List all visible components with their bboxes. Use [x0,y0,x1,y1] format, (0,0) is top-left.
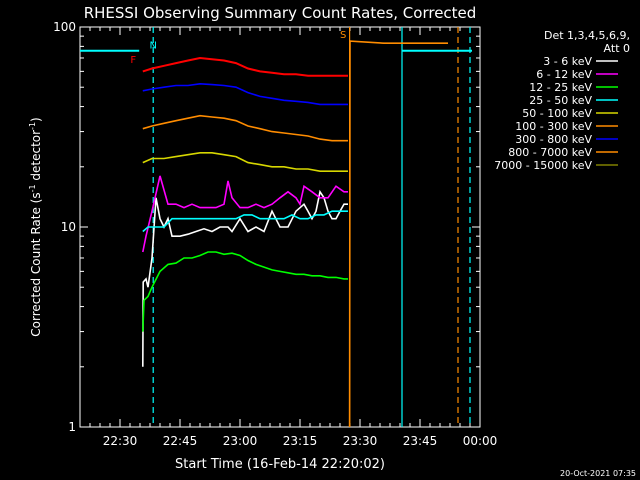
legend-label-0: 3 - 6 keV [543,55,592,68]
x-tick-label: 22:30 [103,434,138,448]
x-tick-label: 22:45 [163,434,198,448]
series-line-2 [142,251,348,332]
x-tick-label: 23:30 [343,434,378,448]
legend-label-6: 300 - 800 keV [515,133,592,146]
series-line-3 [142,210,348,233]
x-axis-label: Start Time (16-Feb-14 22:20:02) [175,457,385,472]
x-tick-label: 23:15 [283,434,318,448]
legend-label-1: 6 - 12 keV [536,68,592,81]
y-axis-label: Corrected Count Rate (s-1 detector-1) [28,117,43,336]
legend-label-3: 25 - 50 keV [529,94,592,107]
legend-label-4: 50 - 100 keV [522,107,592,120]
legend-label-5: 100 - 300 keV [515,120,592,133]
x-tick-label: 23:00 [223,434,258,448]
flag-label: N [149,41,156,52]
series-line-5 [142,114,348,142]
flag-line [142,56,348,77]
y-axis-label-end: ) [29,117,43,122]
flag-label: F [130,55,136,66]
series-line-6 [142,82,348,106]
y-tick-label: 1 [68,420,76,434]
y-axis-label-main: Corrected Count Rate (s [29,192,43,336]
y-axis-label-mid: detector [29,130,43,185]
chart-title: RHESSI Observing Summary Count Rates, Co… [84,4,477,22]
footer-stamp: 20-Oct-2021 07:35 [560,469,636,478]
legend-label-2: 12 - 25 keV [529,81,592,94]
flag-label: S [340,30,346,41]
series-line-4 [142,152,348,172]
legend-header-2: Att 0 [604,42,630,55]
series-line-7 [348,40,448,428]
legend-label-8: 7000 - 15000 keV [494,159,592,172]
series-line-0 [142,189,348,367]
x-tick-label: 00:00 [463,434,498,448]
series-line-1 [142,175,348,253]
y-tick-label: 100 [53,20,76,34]
legend-header-1: Det 1,3,4,5,6,9, [544,29,630,42]
plot-area: 22:30 22:45 23:00 23:15 23:30 23:45 00:00 1 10 10… [53,20,497,448]
y-axis-label-sup1: -1 [28,184,37,192]
y-axis-label-sup2: -1 [28,122,37,130]
x-tick-label: 23:45 [403,434,438,448]
y-tick-label: 10 [61,220,76,234]
legend-label-7: 800 - 7000 keV [508,146,592,159]
